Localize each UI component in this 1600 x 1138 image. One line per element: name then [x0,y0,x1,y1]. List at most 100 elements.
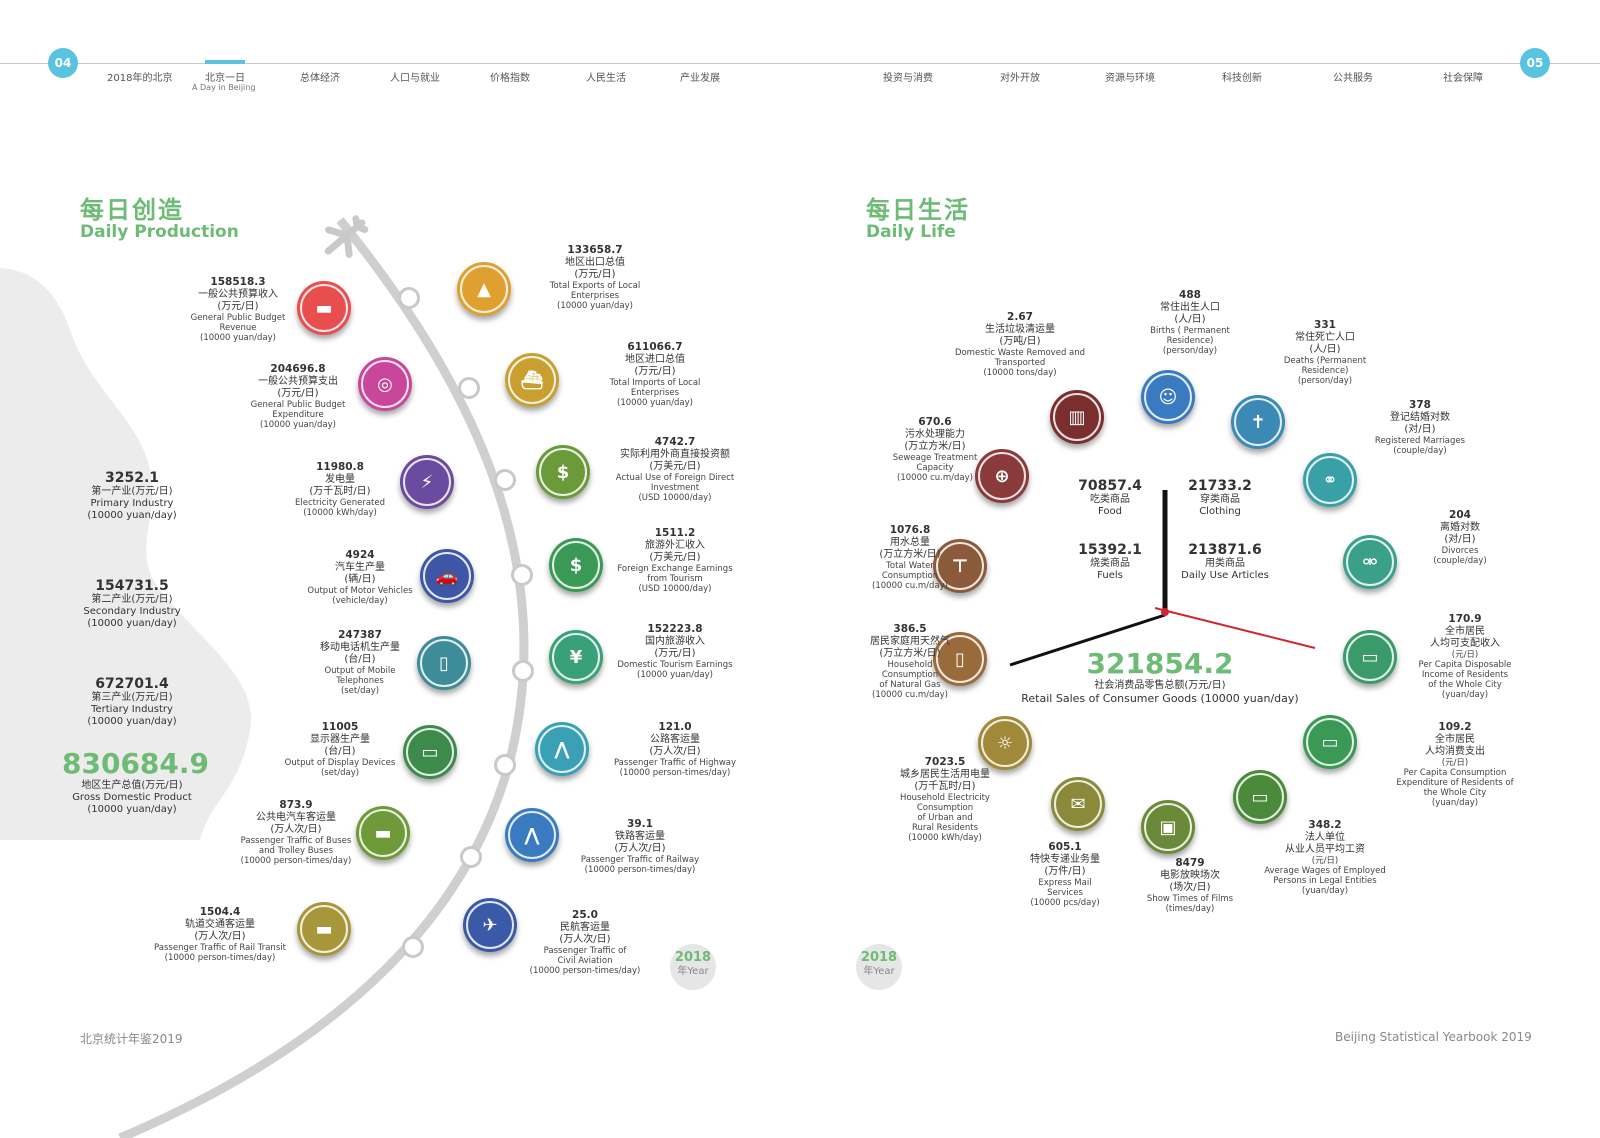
gdp-total: 830684.9 地区生产总值(万元/日) Gross Domestic Pro… [62,747,210,816]
baby-icon[interactable]: ☺ [1141,370,1195,424]
projector-icon[interactable]: ▣ [1141,800,1195,854]
item-label: (10000 person-times/day) [529,966,641,976]
cargo-export-icon[interactable]: ▲ [457,262,511,316]
item-label: (10000 yuan/day) [200,333,276,343]
cash-hand-icon[interactable]: $ [536,445,590,499]
nav-item-a-day-in-beijing[interactable]: 北京一日 [205,73,245,84]
card-in-icon-glyph: ▭ [1346,633,1394,681]
track-node [398,287,420,309]
nav-item-public-service[interactable]: 公共服务 [1333,73,1373,84]
airplane-icon[interactable]: ✈ [463,898,517,952]
gas-tank-icon[interactable]: ▯ [933,632,987,686]
item-label: 实际利用外商直接投资额 [620,449,730,460]
life-item: 170.9 全市居民 人均可支配收入 (元/日) Per Capita Disposab… [1395,612,1535,700]
card-in-icon[interactable]: ▭ [1343,630,1397,684]
item-label: Seweage Treatment [892,453,978,463]
item-label: Transported [994,358,1046,368]
nav-item-social-security[interactable]: 社会保障 [1443,73,1483,84]
money-stack-icon[interactable]: ▬ [297,281,351,335]
card-out-icon-glyph: ▭ [1306,718,1354,766]
item-label: 旅游外汇收入 [645,540,705,551]
item-label: 生活垃圾清运量 [985,324,1055,335]
life-title-cn: 每日生活 [866,196,970,224]
nav-item-beijing-2018[interactable]: 2018年的北京 [107,73,173,84]
item-label: (10000 person-times/day) [619,768,731,778]
production-item: 121.0 公路客运量 (万人次/日) Passenger Traffic of Hi… [605,720,745,778]
item-label: 1511.2 [654,527,696,539]
item-label: 常住出生人口 [1160,302,1220,313]
item-label: (USD 10000/day) [638,584,712,594]
life-item: 7023.5 城乡居民生活用电量 (万千瓦时/日) Household Electri… [875,755,1015,843]
plug-icon[interactable]: ⚡ [400,455,454,509]
item-label: Per Capita Disposable [1418,660,1512,670]
year-badge-left: 2018 年Year [670,944,716,990]
dollar-icon[interactable]: $ [549,538,603,592]
item-label: 4924 [345,549,375,561]
item-label: 居民家庭用天然气 [870,636,950,647]
item-label: 158518.3 [210,276,266,288]
item-label: 离婚对数 [1440,522,1480,533]
nav-item-investment[interactable]: 投资与消费 [883,73,933,84]
car-icon-glyph: 🚗 [423,552,471,600]
item-label: 全市居民 [1435,734,1475,745]
item-label: (万人次/日) [194,931,246,942]
item-label: 用水总量 [890,537,930,548]
item-label: Total Exports of Local [549,281,641,291]
life-title-en: Daily Life [866,222,956,242]
laptop-icon[interactable]: ▭ [403,725,457,779]
railway-icon[interactable]: ⋀ [505,808,559,862]
item-label: (10000 person-times/day) [584,865,696,875]
item-label: 133658.7 [567,244,623,256]
car-icon[interactable]: 🚗 [420,549,474,603]
item-label: Passenger Traffic of Railway [580,855,700,865]
ship-icon[interactable]: ⛴ [505,353,559,407]
item-label: (vehicle/day) [332,596,388,606]
nav-item-living[interactable]: 人民生活 [586,73,626,84]
production-item: 158518.3 一般公共预算收入 (万元/日) General Public Bud… [168,275,308,343]
cross-icon[interactable]: ✝ [1231,395,1285,449]
highway-icon[interactable]: ⋀ [535,722,589,776]
nav-item-science[interactable]: 科技创新 [1222,73,1262,84]
mail-icon[interactable]: ✉ [1051,777,1105,831]
couple-icon[interactable]: ⚭ [1303,453,1357,507]
wage-card-icon[interactable]: ▭ [1233,770,1287,824]
life-item: 488 常住出生人口 (人/日) Births ( Permanent Residenc… [1120,288,1260,356]
item-label: 4742.7 [654,436,696,448]
item-label: Deaths (Permanent [1283,356,1367,366]
track-node [458,377,480,399]
divorce-icon[interactable]: ⚮ [1343,535,1397,589]
item-label: Total Imports of Local [609,378,701,388]
life-item: 386.5 居民家庭用天然气 (万立方米/日) Household Consumptio… [840,622,980,700]
item-label: 39.1 [627,818,653,830]
valve-icon[interactable]: ⊕ [975,449,1029,503]
nav-item-industry[interactable]: 产业发展 [680,73,720,84]
item-label: General Public Budget [190,313,286,323]
item-label: (对/日) [1404,424,1436,435]
ship-icon-glyph: ⛴ [508,356,556,404]
train-icon[interactable]: ▬ [297,902,351,956]
mobile-phone-icon[interactable]: ▯ [417,636,471,690]
item-label: 一般公共预算收入 [198,289,278,300]
trash-icon[interactable]: ▥ [1050,390,1104,444]
nav-item-economy[interactable]: 总体经济 [300,73,340,84]
lamp-icon[interactable]: ☼ [978,716,1032,770]
yuan-icon-glyph: ¥ [552,633,600,681]
bus-icon[interactable]: ▬ [356,806,410,860]
faucet-icon[interactable]: ⊤ [933,539,987,593]
card-out-icon[interactable]: ▭ [1303,715,1357,769]
nav-item-resources[interactable]: 资源与环境 [1105,73,1155,84]
item-label: 170.9 [1448,613,1482,625]
center-food: 70857.4 吃类商品 Food [1078,478,1142,517]
item-label: (set/day) [320,768,360,778]
item-label: (万千瓦时/日) [914,781,976,792]
life-item: 2.67 生活垃圾清运量 (万吨/日) Domestic Waste Removed … [950,310,1090,378]
coins-icon[interactable]: ◎ [358,357,412,411]
yuan-icon[interactable]: ¥ [549,630,603,684]
item-label: (辆/日) [344,574,376,585]
item-label: Domestic Tourism Earnings [617,660,733,670]
cash-hand-icon-glyph: $ [539,448,587,496]
nav-item-opening[interactable]: 对外开放 [1000,73,1040,84]
nav-item-price-index[interactable]: 价格指数 [490,73,530,84]
nav-item-population[interactable]: 人口与就业 [390,73,440,84]
wage-card-icon-glyph: ▭ [1236,773,1284,821]
